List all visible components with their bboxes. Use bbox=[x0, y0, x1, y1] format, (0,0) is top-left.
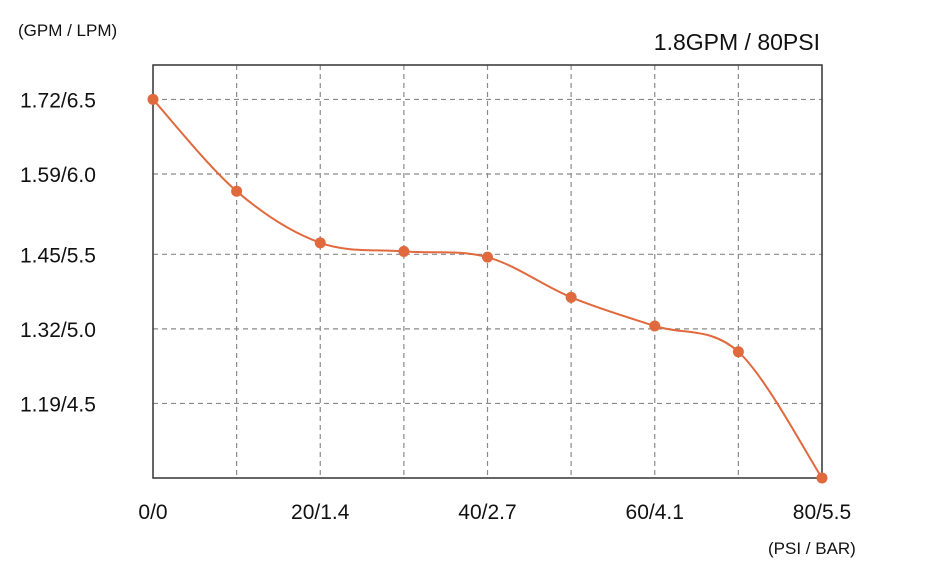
x-tick-label-0: 0/0 bbox=[138, 501, 167, 524]
x-tick-label-2: 40/2.7 bbox=[458, 501, 516, 524]
y-tick-label-0: 1.72/6.5 bbox=[20, 89, 96, 112]
chart-title: 1.8GPM / 80PSI bbox=[654, 29, 820, 55]
y-tick-label-1: 1.59/6.0 bbox=[20, 164, 96, 187]
data-point-1 bbox=[231, 185, 243, 197]
grid-lines bbox=[153, 65, 822, 478]
y-tick-label-3: 1.32/5.0 bbox=[20, 319, 96, 342]
x-tick-label-1: 20/1.4 bbox=[291, 501, 350, 524]
x-tick-label-3: 60/4.1 bbox=[626, 501, 684, 524]
data-point-6 bbox=[649, 320, 661, 332]
data-point-5 bbox=[565, 291, 577, 303]
y-axis-label: (GPM / LPM) bbox=[18, 21, 117, 40]
y-tick-label-2: 1.45/5.5 bbox=[20, 244, 96, 267]
data-point-0 bbox=[147, 93, 159, 105]
data-points bbox=[147, 93, 828, 484]
data-point-2 bbox=[314, 237, 326, 249]
data-point-8 bbox=[816, 472, 828, 484]
x-axis-label: (PSI / BAR) bbox=[768, 539, 856, 558]
data-point-3 bbox=[398, 245, 410, 257]
plot-frame bbox=[152, 64, 823, 479]
data-point-4 bbox=[482, 251, 493, 263]
x-tick-label-4: 80/5.5 bbox=[793, 501, 851, 524]
data-point-7 bbox=[732, 346, 744, 358]
y-tick-label-4: 1.19/4.5 bbox=[20, 393, 96, 416]
tick-labels: 1.72/6.5 1.59/6.0 1.45/5.5 1.32/5.0 1.19/4.5… bbox=[20, 89, 851, 524]
